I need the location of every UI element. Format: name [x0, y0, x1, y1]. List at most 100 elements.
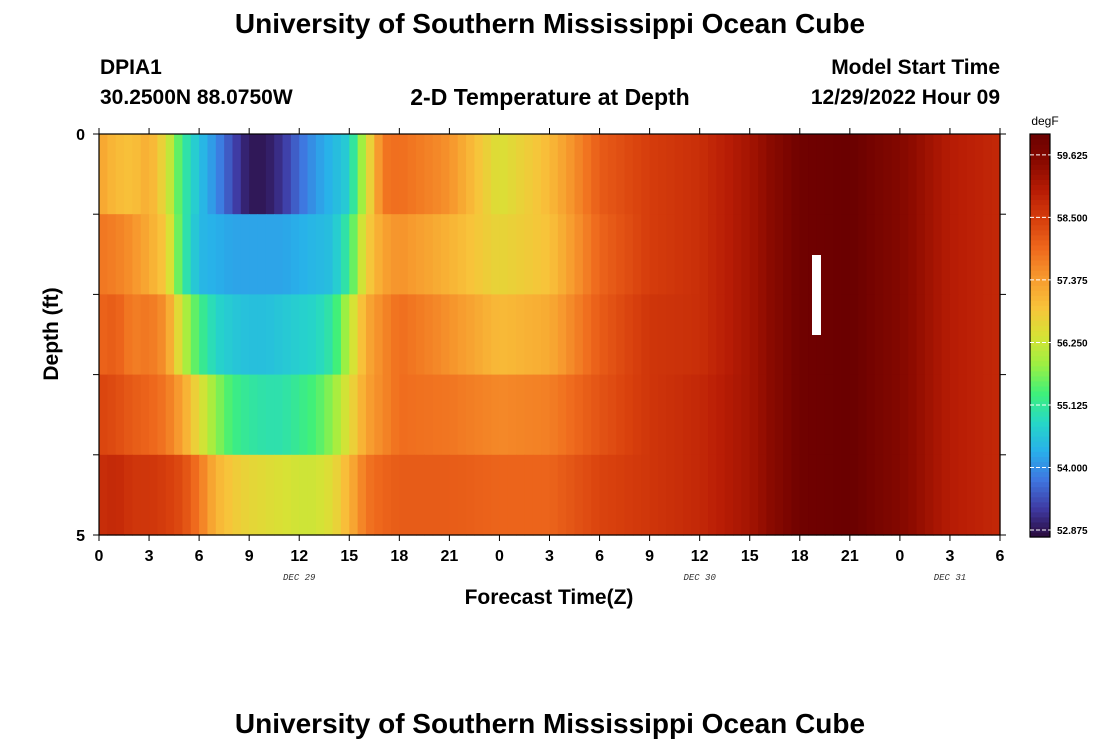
heatmap-cell [557, 134, 567, 215]
heatmap-cell [833, 214, 843, 295]
colorbar-segment [1030, 209, 1050, 216]
colorbar-segment [1030, 320, 1050, 327]
heatmap-cell [708, 454, 717, 536]
heatmap-cell [816, 454, 826, 536]
heatmap-cell [524, 134, 534, 215]
heatmap-cell [874, 454, 884, 536]
heatmap-cell [257, 454, 267, 536]
footer-title: University of Southern Mississippi Ocean… [234, 708, 866, 739]
heatmap-cell [207, 214, 217, 295]
heatmap-cell [858, 454, 868, 536]
heatmap-cell [624, 374, 634, 456]
colorbar-segment [1030, 521, 1050, 528]
heatmap-cell [624, 214, 634, 295]
heatmap-cell [532, 214, 542, 295]
heatmap-cell [365, 374, 375, 456]
colorbar-segment [1030, 486, 1050, 493]
heatmap-cell [666, 454, 676, 536]
heatmap-cell [499, 294, 509, 376]
colorbar-segment [1030, 154, 1050, 160]
heatmap-cell [632, 374, 642, 456]
heatmap-cell [958, 454, 968, 536]
heatmap-cell [124, 374, 133, 456]
heatmap-cell [416, 454, 425, 536]
heatmap-cell [549, 294, 559, 376]
heatmap-cell [315, 214, 325, 295]
heatmap-cell [124, 214, 133, 295]
colorbar-tick-label: 55.125 [1057, 401, 1088, 412]
heatmap-cell [983, 214, 993, 295]
heatmap-cell [182, 294, 192, 376]
model-start-label: Model Start Time [831, 56, 1000, 79]
heatmap-cell [808, 454, 818, 536]
heatmap-cell [416, 214, 425, 295]
heatmap-cell [641, 454, 651, 536]
heatmap-cell [232, 214, 242, 295]
heatmap-cell [466, 454, 476, 536]
heatmap-cell [766, 454, 776, 536]
heatmap-cell [599, 294, 609, 376]
heatmap-cell [899, 374, 909, 456]
colorbar-segment [1030, 194, 1050, 201]
colorbar-segment [1030, 134, 1050, 140]
heatmap-cell [808, 214, 818, 295]
heatmap-cell [649, 294, 659, 376]
heatmap-cell [407, 374, 417, 456]
heatmap-cell [432, 214, 442, 295]
heatmap-cell [758, 134, 767, 215]
heatmap-cell [758, 294, 767, 376]
heatmap-cell [924, 294, 934, 376]
heatmap-cell [324, 134, 334, 215]
heatmap-cell [657, 214, 667, 295]
colorbar-segment [1030, 511, 1050, 518]
heatmap-cell [616, 374, 626, 456]
heatmap-cell [516, 214, 526, 295]
heatmap-cell [441, 134, 450, 215]
heatmap-cell [432, 294, 442, 376]
heatmap-cell [574, 214, 584, 295]
heatmap-cell [916, 294, 926, 376]
heatmap-cell [249, 454, 259, 536]
heatmap-cell [315, 454, 325, 536]
heatmap-cell [432, 374, 442, 456]
heatmap-cell [165, 294, 175, 376]
heatmap-cell [574, 294, 584, 376]
heatmap-cell [132, 374, 142, 456]
heatmap-cell [691, 454, 701, 536]
x-tick-label: 12 [290, 548, 308, 565]
heatmap-cell [783, 134, 793, 215]
heatmap-cell [499, 454, 509, 536]
colorbar-segment [1030, 300, 1050, 306]
heatmap-cell [774, 454, 784, 536]
colorbar-segment [1030, 355, 1050, 362]
heatmap-cell [190, 454, 200, 536]
heatmap-cell [174, 374, 184, 456]
heatmap-cell [741, 214, 751, 295]
heatmap-cell [924, 214, 934, 295]
heatmap-cell [382, 374, 392, 456]
heatmap-cell [983, 294, 993, 376]
heatmap-cell [699, 214, 709, 295]
heatmap-cell [457, 374, 467, 456]
heatmap-cell [958, 374, 968, 456]
heatmap-cell [649, 134, 659, 215]
heatmap-cell [733, 214, 742, 295]
heatmap-cell [507, 294, 517, 376]
heatmap-cell [357, 374, 367, 456]
x-tick-label: 18 [791, 548, 809, 565]
heatmap-cell [741, 454, 751, 536]
heatmap-cell [474, 134, 484, 215]
heatmap-cell [107, 294, 117, 376]
colorbar-segment [1030, 204, 1050, 211]
heatmap-cell [841, 134, 851, 215]
heatmap-cell [674, 454, 684, 536]
heatmap-cell [799, 294, 809, 376]
heatmap-cell [240, 294, 250, 376]
heatmap-cell [149, 374, 158, 456]
colorbar: 59.625 58.500 57.375 56.250 55.125 54.000 52.8… [1029, 133, 1088, 538]
heatmap-cell [115, 134, 125, 215]
heatmap-cell [674, 134, 684, 215]
axes: 0 3 6 9 12 15 18 21 0 3 6 9 12 15 18 21 0 3 6 DEC 29 DEC 30 D… [76, 127, 1006, 583]
heatmap-cell [399, 454, 409, 536]
heatmap-cell [741, 374, 751, 456]
